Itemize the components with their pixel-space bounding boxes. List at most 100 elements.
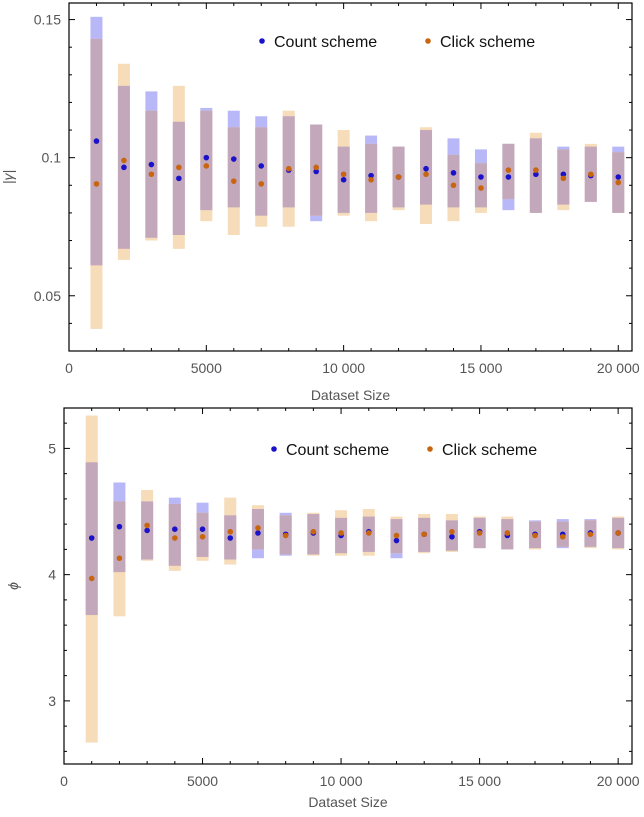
y-tick-label: 0.15 xyxy=(34,12,61,28)
count-point-14 xyxy=(450,170,457,176)
count-point-18 xyxy=(560,171,567,178)
count-point-16 xyxy=(505,174,512,180)
y-tick-label: 0.1 xyxy=(42,150,62,166)
legend-label: Click scheme xyxy=(442,442,537,459)
click-point-19 xyxy=(588,171,594,178)
click-point-16 xyxy=(504,530,511,536)
click-point-5 xyxy=(203,163,210,169)
y-axis-label: ϕ xyxy=(5,582,21,590)
y-tick-label: 5 xyxy=(48,440,56,456)
count-point-9 xyxy=(313,168,319,175)
click-point-16 xyxy=(505,167,512,173)
click-point-13 xyxy=(421,531,427,538)
count-point-14 xyxy=(449,533,455,540)
click-point-18 xyxy=(560,175,567,182)
click-point-1 xyxy=(88,575,95,582)
overlap-band-14 xyxy=(447,154,460,208)
click-point-4 xyxy=(172,535,178,541)
click-point-9 xyxy=(313,164,319,171)
x-axis-label: Dataset Size xyxy=(308,794,388,810)
count-point-3 xyxy=(148,161,155,168)
count-point-7 xyxy=(258,163,265,169)
click-point-14 xyxy=(449,528,455,535)
click-point-2 xyxy=(121,157,127,164)
legend-marker xyxy=(427,446,433,452)
click-point-8 xyxy=(282,532,289,539)
count-point-20 xyxy=(615,174,622,180)
count-point-4 xyxy=(176,175,182,182)
x-tick-label: 10 000 xyxy=(320,773,363,789)
click-point-18 xyxy=(559,533,566,540)
click-point-15 xyxy=(478,185,484,191)
x-tick-label: 0 xyxy=(65,360,73,376)
click-point-10 xyxy=(340,171,347,178)
plot-frame xyxy=(63,407,633,765)
x-tick-label: 10 000 xyxy=(322,360,365,376)
legend-marker xyxy=(425,38,431,44)
legend-label: Click scheme xyxy=(440,34,535,51)
legend: Count scheme Click scheme xyxy=(271,442,537,459)
chart-2: 0 5000 10 000 15 000 20 000 3 4 5 Dataset Size ϕ C… xyxy=(5,407,640,810)
y-tick-label: 4 xyxy=(48,567,56,583)
click-point-11 xyxy=(365,530,372,536)
count-point-11 xyxy=(368,172,374,179)
click-point-1 xyxy=(93,181,100,187)
count-point-5 xyxy=(199,526,206,532)
x-tick-label: 15 000 xyxy=(460,360,503,376)
click-point-10 xyxy=(338,530,344,536)
click-point-13 xyxy=(423,171,429,178)
click-point-8 xyxy=(285,165,292,172)
click-point-7 xyxy=(258,181,265,187)
click-point-19 xyxy=(587,531,594,538)
overlap-band-8 xyxy=(282,116,295,208)
count-point-15 xyxy=(478,174,484,180)
count-point-3 xyxy=(144,527,150,534)
click-point-14 xyxy=(450,182,457,189)
count-point-7 xyxy=(255,530,261,536)
click-point-11 xyxy=(368,176,374,183)
overlap-band-1 xyxy=(90,38,103,266)
legend-label: Count scheme xyxy=(286,442,389,459)
legend-marker xyxy=(259,38,265,44)
click-point-3 xyxy=(144,522,150,529)
plot-frame xyxy=(68,2,633,352)
y-tick-label: 3 xyxy=(48,693,56,709)
click-point-9 xyxy=(310,528,317,535)
click-point-2 xyxy=(116,555,123,562)
count-point-13 xyxy=(423,165,429,172)
overlap-band-2 xyxy=(113,501,126,573)
click-point-20 xyxy=(615,530,621,536)
legend-label: Count scheme xyxy=(274,34,377,51)
x-tick-label: 20 000 xyxy=(597,773,640,789)
x-axis-label: Dataset Size xyxy=(311,387,391,403)
click-point-17 xyxy=(532,532,538,539)
count-point-17 xyxy=(533,171,539,178)
click-point-5 xyxy=(199,533,206,540)
count-point-5 xyxy=(203,154,210,161)
chart-1: 0 5000 10 000 15 000 20 000 0.05 0.1 0.15 Datase… xyxy=(0,2,640,403)
overlap-band-7 xyxy=(255,127,268,216)
click-point-12 xyxy=(393,532,400,539)
y-tick-label: 0.05 xyxy=(34,288,61,304)
count-point-1 xyxy=(88,535,95,541)
x-tick-label: 0 xyxy=(60,773,68,789)
count-point-1 xyxy=(93,138,100,144)
legend-marker xyxy=(271,446,277,452)
click-point-3 xyxy=(148,171,155,178)
legend: Count scheme Click scheme xyxy=(259,34,535,51)
overlap-band-6 xyxy=(227,127,240,208)
x-tick-label: 5000 xyxy=(187,773,218,789)
count-point-2 xyxy=(121,164,127,171)
x-tick-label: 15 000 xyxy=(458,773,501,789)
x-tick-label: 5000 xyxy=(191,360,222,376)
x-tick-label: 20 000 xyxy=(597,360,640,376)
y-axis-label: |γ| xyxy=(0,170,16,184)
click-point-4 xyxy=(176,164,182,171)
count-point-6 xyxy=(227,535,234,541)
count-point-10 xyxy=(340,176,347,183)
click-point-6 xyxy=(227,528,234,535)
overlap-band-4 xyxy=(168,503,181,566)
count-point-12 xyxy=(393,537,400,544)
click-point-15 xyxy=(476,530,483,536)
